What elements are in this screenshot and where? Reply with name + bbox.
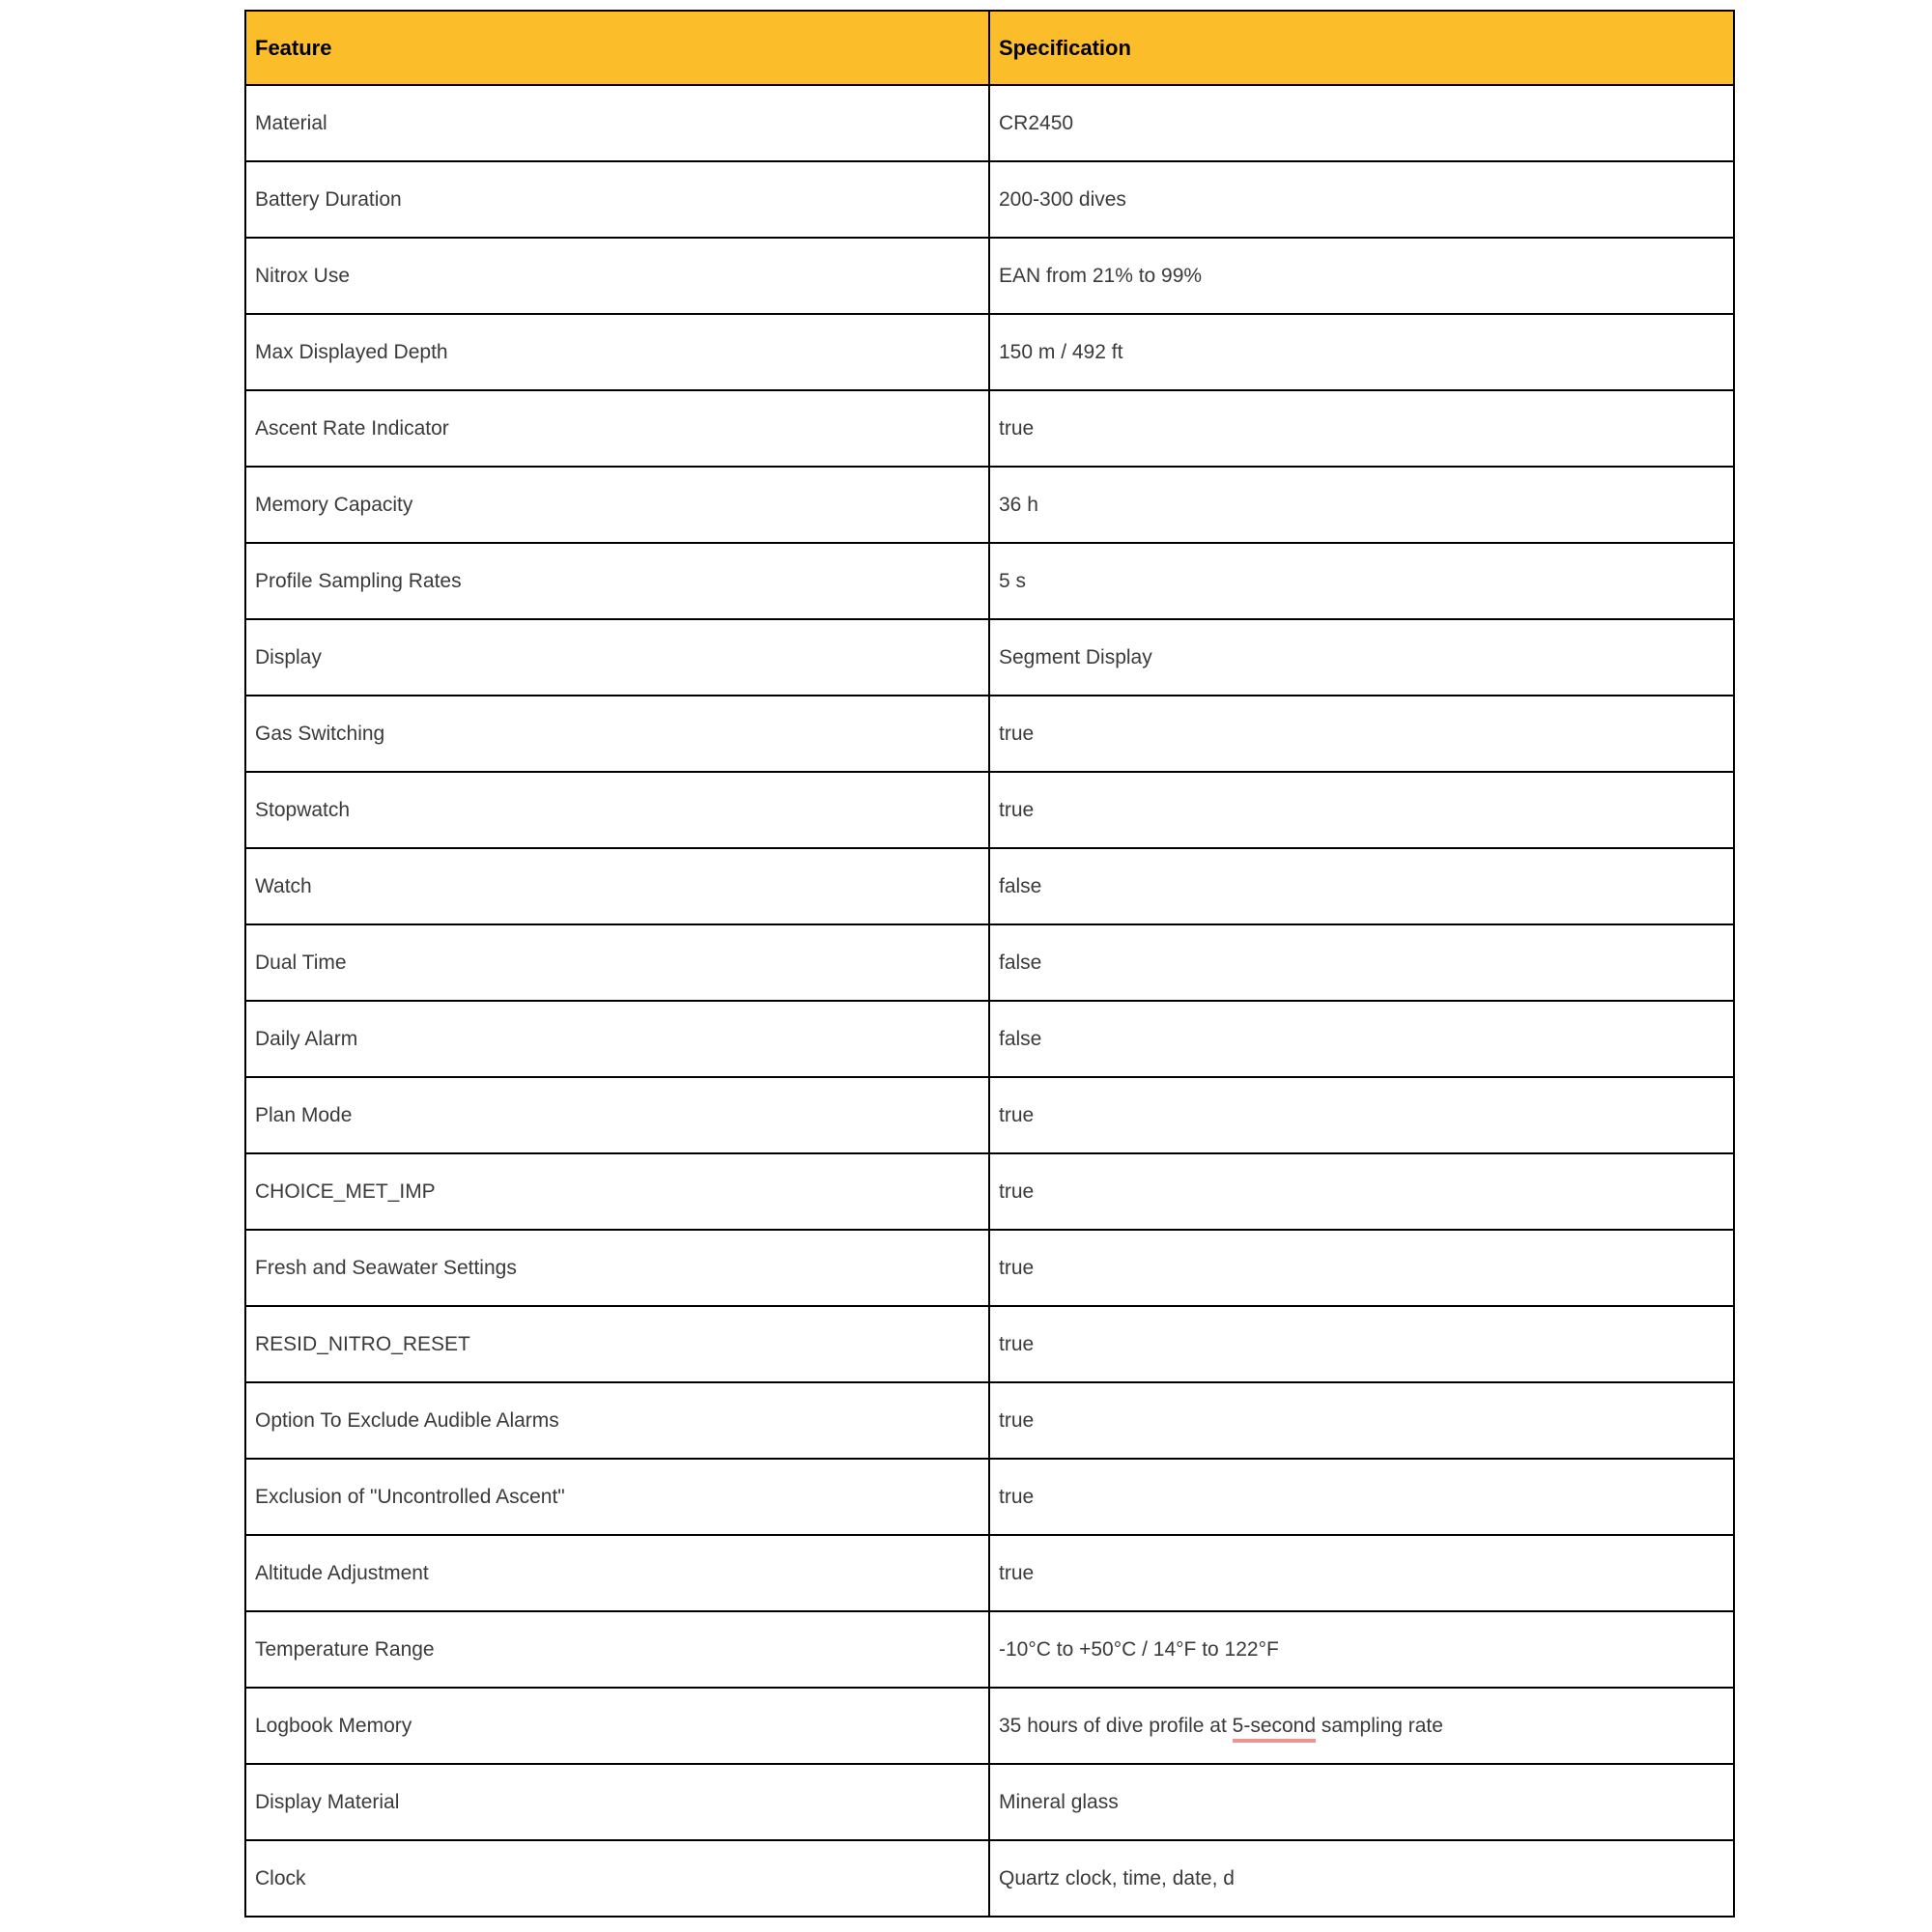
- feature-cell: Ascent Rate Indicator: [244, 389, 990, 468]
- table-row: Altitude Adjustment true: [244, 1534, 1735, 1612]
- spec-table-body: Material CR2450 Battery Duration 200-300 di…: [244, 84, 1735, 1918]
- spec-cell: true: [988, 1076, 1735, 1154]
- table-row: Watch false: [244, 847, 1735, 925]
- spec-cell: false: [988, 923, 1735, 1002]
- spec-cell: true: [988, 771, 1735, 849]
- spec-cell: -10°C to +50°C / 14°F to 122°F: [988, 1610, 1735, 1689]
- spec-cell: 5 s: [988, 542, 1735, 620]
- spec-cell: true: [988, 1458, 1735, 1536]
- feature-cell: Display Material: [244, 1763, 990, 1841]
- table-row: Display Segment Display: [244, 618, 1735, 696]
- feature-cell: Logbook Memory: [244, 1687, 990, 1765]
- table-row: Clock Quartz clock, time, date, d: [244, 1839, 1735, 1918]
- spec-cell: Mineral glass: [988, 1763, 1735, 1841]
- table-row: Profile Sampling Rates 5 s: [244, 542, 1735, 620]
- table-row: CHOICE_MET_IMP true: [244, 1152, 1735, 1231]
- feature-cell: Display: [244, 618, 990, 696]
- table-row: RESID_NITRO_RESET true: [244, 1305, 1735, 1383]
- spellcheck-suggestion-underline: 5-second: [1232, 1714, 1317, 1743]
- table-row: Display Material Mineral glass: [244, 1763, 1735, 1841]
- feature-cell: Nitrox Use: [244, 237, 990, 315]
- feature-cell: Max Displayed Depth: [244, 313, 990, 391]
- table-row: Memory Capacity 36 h: [244, 466, 1735, 544]
- feature-cell: Watch: [244, 847, 990, 925]
- feature-cell: Stopwatch: [244, 771, 990, 849]
- spec-cell: Segment Display: [988, 618, 1735, 696]
- feature-cell: CHOICE_MET_IMP: [244, 1152, 990, 1231]
- feature-cell: Daily Alarm: [244, 1000, 990, 1078]
- table-row: Fresh and Seawater Settings true: [244, 1229, 1735, 1307]
- feature-cell: Plan Mode: [244, 1076, 990, 1154]
- table-row: Exclusion of "Uncontrolled Ascent" true: [244, 1458, 1735, 1536]
- feature-cell: Fresh and Seawater Settings: [244, 1229, 990, 1307]
- feature-cell: Material: [244, 84, 990, 162]
- feature-cell: Temperature Range: [244, 1610, 990, 1689]
- spec-cell: CR2450: [988, 84, 1735, 162]
- spec-cell: true: [988, 695, 1735, 773]
- feature-cell: Profile Sampling Rates: [244, 542, 990, 620]
- feature-cell: Altitude Adjustment: [244, 1534, 990, 1612]
- spec-cell: Quartz clock, time, date, d: [988, 1839, 1735, 1918]
- table-row: Stopwatch true: [244, 771, 1735, 849]
- table-row: Daily Alarm false: [244, 1000, 1735, 1078]
- table-row: Gas Switching true: [244, 695, 1735, 773]
- spec-cell: 150 m / 492 ft: [988, 313, 1735, 391]
- spec-cell: true: [988, 1152, 1735, 1231]
- feature-cell: Dual Time: [244, 923, 990, 1002]
- spec-cell: true: [988, 1534, 1735, 1612]
- table-row: Nitrox Use EAN from 21% to 99%: [244, 237, 1735, 315]
- spec-cell: 200-300 dives: [988, 160, 1735, 239]
- header-row: Feature Specification: [244, 10, 1735, 86]
- feature-cell: Memory Capacity: [244, 466, 990, 544]
- feature-cell: Exclusion of "Uncontrolled Ascent": [244, 1458, 990, 1536]
- feature-cell: Clock: [244, 1839, 990, 1918]
- feature-cell: RESID_NITRO_RESET: [244, 1305, 990, 1383]
- table-row: Option To Exclude Audible Alarms true: [244, 1381, 1735, 1460]
- column-header-feature: Feature: [244, 10, 990, 86]
- table-row: Plan Mode true: [244, 1076, 1735, 1154]
- spec-cell: 36 h: [988, 466, 1735, 544]
- spec-cell: false: [988, 847, 1735, 925]
- feature-cell: Option To Exclude Audible Alarms: [244, 1381, 990, 1460]
- table-row: Material CR2450: [244, 84, 1735, 162]
- table-row: Temperature Range -10°C to +50°C / 14°F t…: [244, 1610, 1735, 1689]
- spec-table-container: Feature Specification Material CR2450 Batt…: [244, 10, 1735, 1918]
- spec-cell: true: [988, 1381, 1735, 1460]
- spec-cell: true: [988, 389, 1735, 468]
- document-table: Feature Specification Material CR2450 Batt…: [244, 10, 1735, 1918]
- spec-cell: true: [988, 1229, 1735, 1307]
- feature-cell: Gas Switching: [244, 695, 990, 773]
- table-row: Logbook Memory 35 hours of dive profile a…: [244, 1687, 1735, 1765]
- spec-cell: EAN from 21% to 99%: [988, 237, 1735, 315]
- spec-cell: true: [988, 1305, 1735, 1383]
- table-row: Max Displayed Depth 150 m / 492 ft: [244, 313, 1735, 391]
- column-header-specification: Specification: [988, 10, 1735, 86]
- table-row: Ascent Rate Indicator true: [244, 389, 1735, 468]
- spec-cell: 35 hours of dive profile at 5-second sam…: [988, 1687, 1735, 1765]
- table-row: Dual Time false: [244, 923, 1735, 1002]
- spec-cell: false: [988, 1000, 1735, 1078]
- spec-text: 35 hours of dive profile at: [999, 1714, 1233, 1737]
- table-row: Battery Duration 200-300 dives: [244, 160, 1735, 239]
- table-header-row: Feature Specification: [244, 10, 1735, 86]
- spec-text: sampling rate: [1316, 1714, 1443, 1737]
- feature-cell: Battery Duration: [244, 160, 990, 239]
